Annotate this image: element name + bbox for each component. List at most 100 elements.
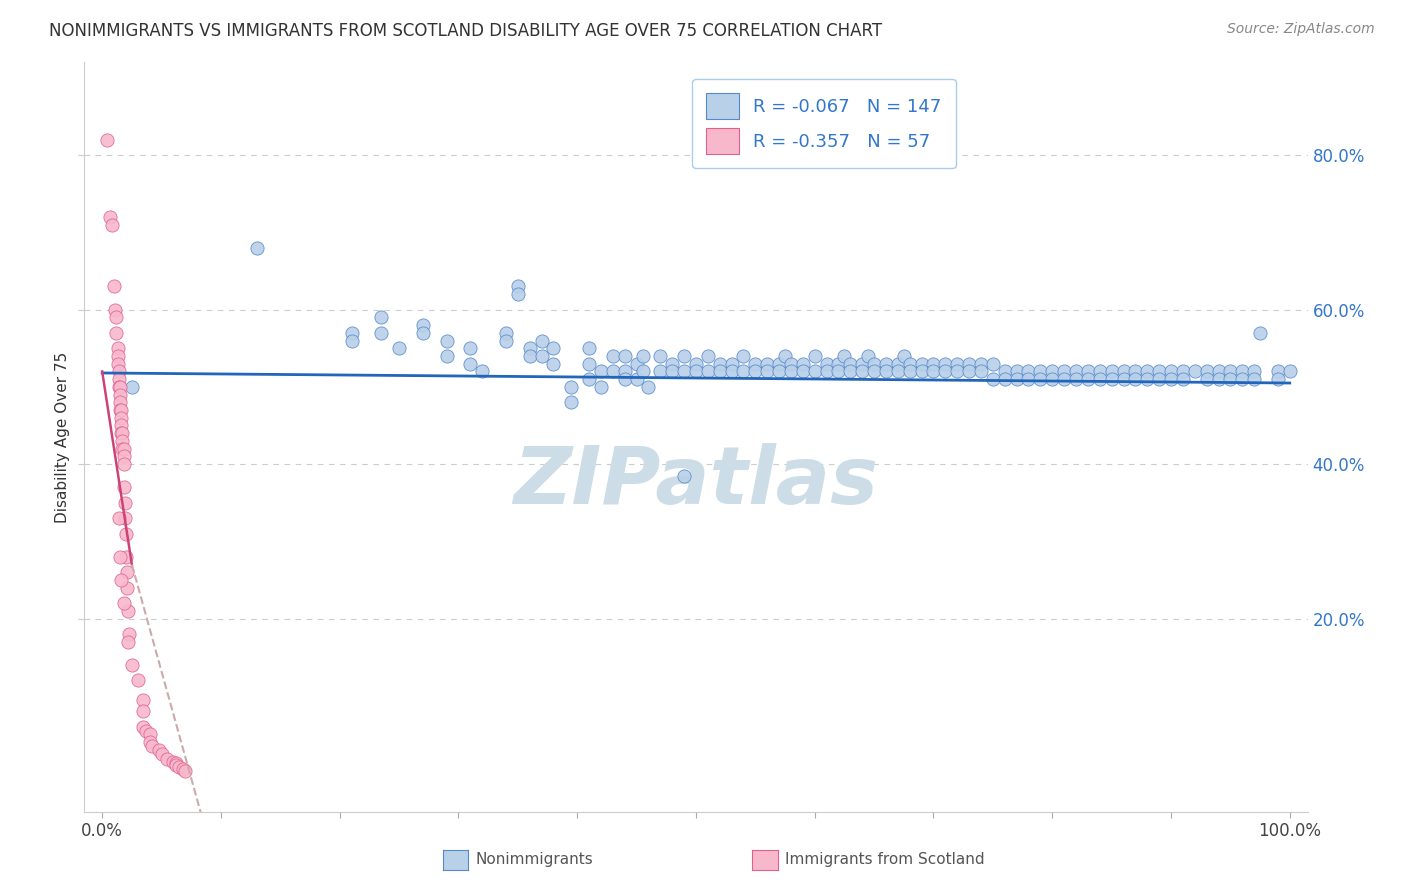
Point	[1018, 372, 1040, 386]
Point	[898, 364, 921, 378]
Point	[96, 133, 118, 147]
Point	[108, 549, 131, 564]
Point	[543, 357, 565, 371]
Point	[887, 364, 910, 378]
Point	[1053, 364, 1076, 378]
Text: Nonimmigrants: Nonimmigrants	[475, 853, 593, 867]
Point	[631, 364, 654, 378]
Point	[1125, 364, 1147, 378]
Point	[792, 364, 814, 378]
Point	[530, 349, 553, 363]
Point	[141, 739, 163, 753]
Point	[631, 349, 654, 363]
Point	[1005, 364, 1028, 378]
Point	[626, 357, 648, 371]
Point	[946, 364, 969, 378]
Point	[673, 364, 696, 378]
Point	[340, 326, 363, 340]
Point	[115, 566, 138, 580]
Point	[110, 403, 132, 417]
Point	[1088, 372, 1111, 386]
Point	[117, 604, 139, 618]
Point	[111, 426, 134, 441]
Point	[792, 357, 814, 371]
Point	[245, 241, 267, 255]
Point	[827, 364, 849, 378]
Point	[1112, 372, 1135, 386]
Point	[1125, 372, 1147, 386]
Point	[108, 387, 131, 401]
Point	[103, 279, 125, 293]
Point	[340, 334, 363, 348]
Point	[696, 349, 718, 363]
Text: Source: ZipAtlas.com: Source: ZipAtlas.com	[1227, 22, 1375, 37]
Point	[112, 457, 135, 471]
Point	[1171, 364, 1194, 378]
Point	[661, 357, 683, 371]
Point	[994, 372, 1017, 386]
Point	[114, 511, 136, 525]
Point	[121, 380, 143, 394]
Point	[756, 357, 779, 371]
Point	[107, 349, 129, 363]
Point	[131, 692, 153, 706]
Point	[875, 364, 897, 378]
Point	[107, 511, 129, 525]
Point	[1064, 372, 1087, 386]
Point	[733, 349, 755, 363]
Point	[803, 349, 825, 363]
Point	[543, 341, 565, 355]
Point	[1018, 364, 1040, 378]
Point	[946, 357, 969, 371]
Point	[1101, 372, 1123, 386]
Point	[560, 395, 582, 409]
Point	[111, 434, 134, 448]
Point	[709, 364, 731, 378]
Point	[720, 364, 742, 378]
Point	[863, 364, 886, 378]
Point	[108, 403, 131, 417]
Point	[744, 357, 766, 371]
Point	[768, 357, 790, 371]
Point	[1232, 364, 1254, 378]
Point	[673, 349, 696, 363]
Point	[115, 549, 138, 564]
Point	[506, 279, 529, 293]
Point	[131, 704, 153, 718]
Point	[910, 357, 932, 371]
Point	[827, 357, 849, 371]
Point	[530, 334, 553, 348]
Point	[910, 364, 932, 378]
Text: Immigrants from Scotland: Immigrants from Scotland	[785, 853, 984, 867]
Point	[1243, 364, 1265, 378]
Point	[934, 357, 956, 371]
Point	[519, 349, 541, 363]
Point	[412, 326, 434, 340]
Point	[471, 364, 494, 378]
Point	[107, 380, 129, 394]
Y-axis label: Disability Age Over 75: Disability Age Over 75	[55, 351, 70, 523]
Point	[110, 410, 132, 425]
Point	[768, 364, 790, 378]
Point	[1232, 372, 1254, 386]
Point	[696, 364, 718, 378]
Point	[613, 372, 636, 386]
Point	[110, 426, 132, 441]
Point	[1160, 372, 1182, 386]
Point	[661, 364, 683, 378]
Point	[803, 364, 825, 378]
Text: NONIMMIGRANTS VS IMMIGRANTS FROM SCOTLAND DISABILITY AGE OVER 75 CORRELATION CHA: NONIMMIGRANTS VS IMMIGRANTS FROM SCOTLAN…	[49, 22, 883, 40]
Point	[1112, 364, 1135, 378]
Point	[1077, 372, 1099, 386]
Point	[560, 380, 582, 394]
Point	[436, 349, 458, 363]
Point	[169, 760, 191, 774]
Point	[970, 364, 993, 378]
Point	[1040, 364, 1063, 378]
Point	[1219, 372, 1241, 386]
Point	[1278, 364, 1301, 378]
Point	[1267, 364, 1289, 378]
Point	[165, 758, 187, 772]
Point	[1136, 372, 1159, 386]
Point	[893, 349, 915, 363]
